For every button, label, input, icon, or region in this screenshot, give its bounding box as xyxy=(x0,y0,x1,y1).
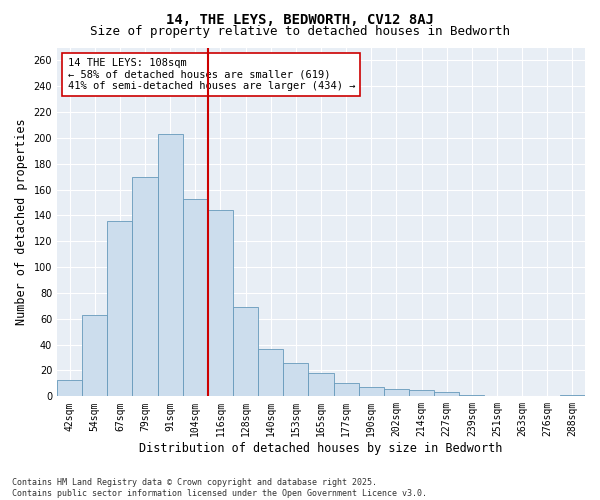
Bar xyxy=(308,373,334,396)
Y-axis label: Number of detached properties: Number of detached properties xyxy=(15,118,28,325)
Bar xyxy=(133,176,158,396)
Bar xyxy=(409,390,434,396)
Bar xyxy=(459,395,484,396)
Bar xyxy=(82,315,107,396)
Bar xyxy=(434,392,459,396)
Text: 14 THE LEYS: 108sqm
← 58% of detached houses are smaller (619)
41% of semi-detac: 14 THE LEYS: 108sqm ← 58% of detached ho… xyxy=(68,58,355,91)
X-axis label: Distribution of detached houses by size in Bedworth: Distribution of detached houses by size … xyxy=(139,442,503,455)
Text: Contains HM Land Registry data © Crown copyright and database right 2025.
Contai: Contains HM Land Registry data © Crown c… xyxy=(12,478,427,498)
Bar xyxy=(57,380,82,396)
Bar xyxy=(158,134,183,396)
Bar xyxy=(258,348,283,397)
Bar xyxy=(107,220,133,396)
Text: 14, THE LEYS, BEDWORTH, CV12 8AJ: 14, THE LEYS, BEDWORTH, CV12 8AJ xyxy=(166,12,434,26)
Bar xyxy=(560,395,585,396)
Bar xyxy=(334,384,359,396)
Bar xyxy=(359,388,384,396)
Text: Size of property relative to detached houses in Bedworth: Size of property relative to detached ho… xyxy=(90,25,510,38)
Bar xyxy=(208,210,233,396)
Bar xyxy=(384,388,409,396)
Bar xyxy=(183,198,208,396)
Bar xyxy=(233,307,258,396)
Bar xyxy=(283,362,308,396)
